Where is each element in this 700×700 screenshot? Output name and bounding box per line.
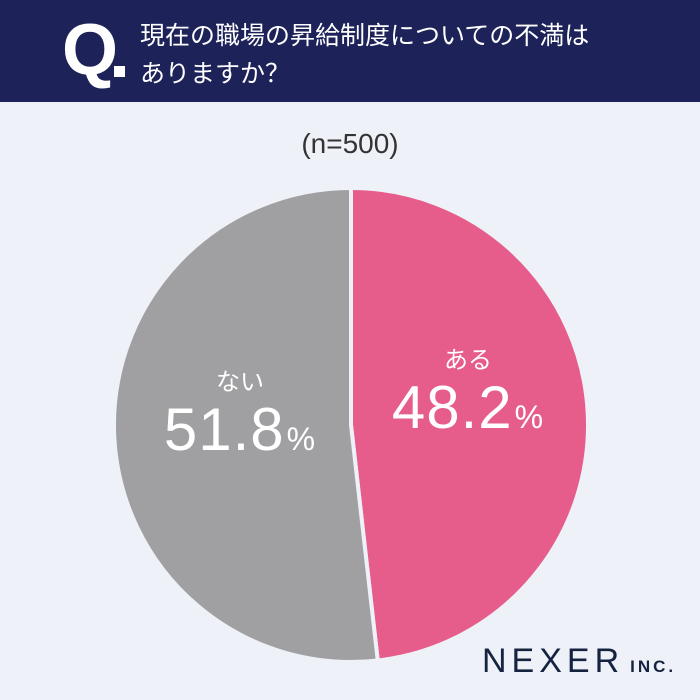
question-header: Q 現在の職場の昇給制度についての不満は ありますか？ xyxy=(0,0,700,102)
question-line-2: ありますか？ xyxy=(140,59,291,88)
logo-name: NEXER xyxy=(482,642,625,680)
slice-label-no: ない 51.8% xyxy=(150,367,330,472)
slice-value-no: 51.8% xyxy=(163,396,317,463)
pie-slice-yes xyxy=(349,186,590,663)
logo-suffix: INC. xyxy=(630,657,677,676)
q-mark: Q xyxy=(62,10,118,90)
pie-slice-no xyxy=(112,186,380,664)
slice-label-yes: ある 48.2% xyxy=(378,345,558,450)
sample-size: (n=500) xyxy=(301,128,399,159)
slice-category-yes: ある xyxy=(444,346,492,374)
q-dot xyxy=(114,66,125,77)
slice-value-yes: 48.2% xyxy=(391,374,545,441)
slice-category-no: ない xyxy=(216,368,264,396)
question-line-1: 現在の職場の昇給制度についての不満は xyxy=(140,21,590,50)
nexer-logo: NEXER INC. xyxy=(482,642,676,681)
question-text: 現在の職場の昇給制度についての不満は ありますか？ xyxy=(140,17,680,93)
